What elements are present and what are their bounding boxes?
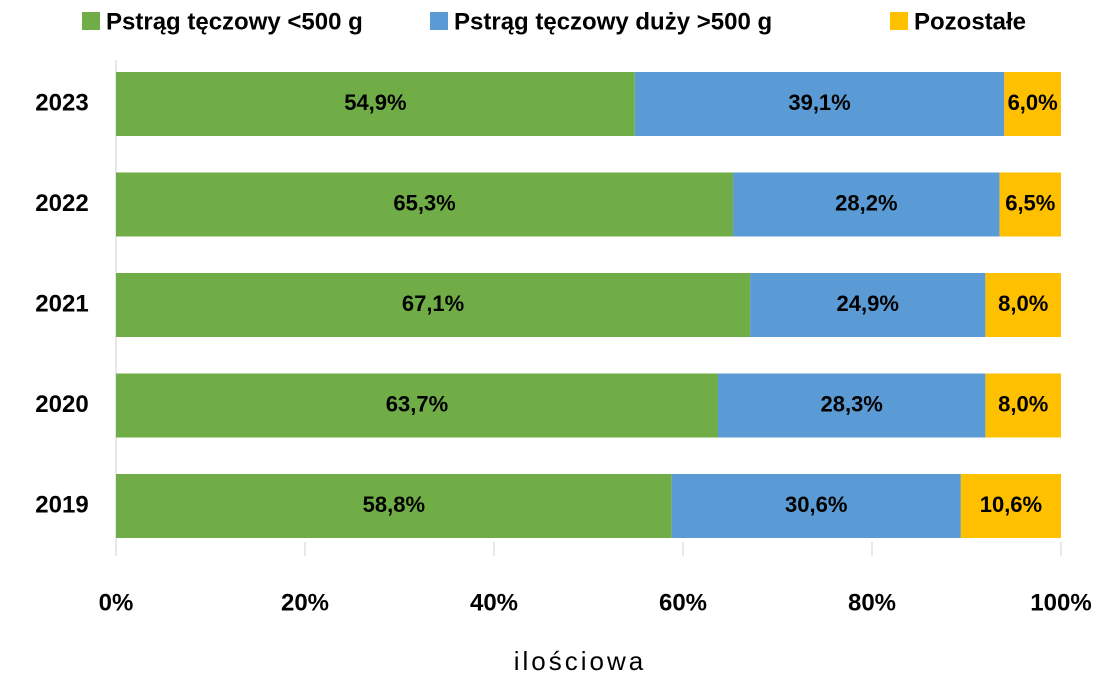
y-tick-label: 2019: [35, 491, 88, 518]
x-tick-label: 60%: [659, 589, 707, 616]
y-tick-label: 2023: [35, 89, 88, 116]
legend-swatch: [430, 12, 448, 30]
bar-segment: [750, 273, 986, 337]
x-tick-label: 20%: [281, 589, 329, 616]
data-label: 58,8%: [363, 492, 425, 517]
data-label: 65,3%: [393, 190, 455, 215]
bar-segment: [717, 373, 986, 438]
bar-segment: [985, 373, 1061, 438]
data-label: 24,9%: [837, 291, 899, 316]
bar-segment: [671, 474, 961, 538]
legend-label: Pstrąg tęczowy <500 g: [106, 8, 363, 35]
x-tick-label: 40%: [470, 589, 518, 616]
bar-segment: [733, 172, 1000, 237]
bar-segment: [116, 72, 635, 136]
data-label: 6,0%: [1008, 90, 1058, 115]
x-tick-label: 0%: [99, 589, 134, 616]
data-label: 28,3%: [820, 391, 882, 416]
data-label: 30,6%: [785, 492, 847, 517]
legend-swatch: [890, 12, 908, 30]
legend-label: Pstrąg tęczowy duży >500 g: [454, 8, 772, 35]
data-label: 39,1%: [788, 90, 850, 115]
bar-segment: [960, 474, 1061, 538]
data-label: 10,6%: [980, 492, 1042, 517]
bar-segment: [999, 172, 1061, 237]
bar-segment: [116, 373, 718, 438]
legend-label: Pozostałe: [914, 8, 1026, 35]
y-tick-label: 2022: [35, 190, 88, 217]
data-label: 6,5%: [1005, 190, 1055, 215]
x-tick-label: 100%: [1030, 589, 1091, 616]
data-label: 67,1%: [402, 291, 464, 316]
y-tick-label: 2020: [35, 391, 88, 418]
data-label: 28,2%: [835, 190, 897, 215]
x-tick-label: 80%: [848, 589, 896, 616]
data-label: 63,7%: [386, 391, 448, 416]
data-label: 8,0%: [998, 291, 1048, 316]
bar-segment: [985, 273, 1061, 337]
data-label: 54,9%: [344, 90, 406, 115]
bar-segment: [1004, 72, 1061, 136]
bar-segment: [116, 172, 734, 237]
bar-segment: [116, 273, 751, 337]
legend-swatch: [82, 12, 100, 30]
data-label: 8,0%: [998, 391, 1048, 416]
bar-segment: [634, 72, 1005, 136]
y-tick-label: 2021: [35, 290, 88, 317]
bar-segment: [116, 474, 672, 538]
x-axis-label: ilościowa: [514, 646, 647, 676]
